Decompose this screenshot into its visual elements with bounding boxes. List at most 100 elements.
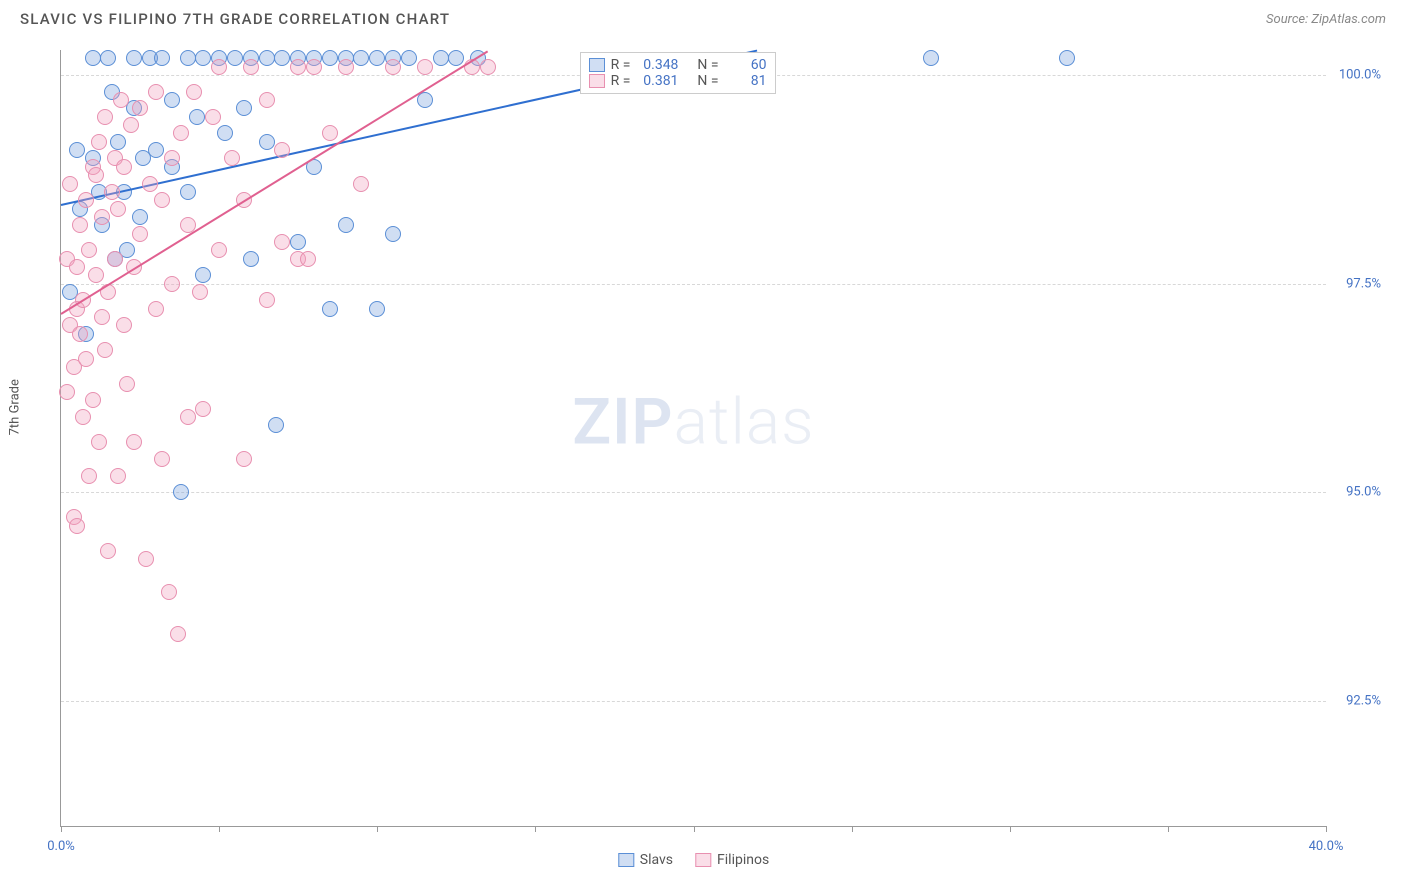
gridline-h: [61, 701, 1326, 702]
trend-line: [60, 50, 488, 315]
data-point: [211, 59, 227, 75]
chart-container: 7th Grade ZIPatlas 92.5%95.0%97.5%100.0%…: [20, 40, 1386, 872]
data-point: [211, 242, 227, 258]
y-tick-label: 97.5%: [1346, 276, 1381, 291]
data-point: [353, 176, 369, 192]
data-point: [123, 117, 139, 133]
data-point: [236, 451, 252, 467]
legend-label: Slavs: [640, 852, 673, 868]
data-point: [69, 259, 85, 275]
data-point: [259, 134, 275, 150]
data-point: [138, 551, 154, 567]
data-point: [107, 251, 123, 267]
data-point: [243, 59, 259, 75]
data-point: [59, 384, 75, 400]
data-point: [81, 242, 97, 258]
data-point: [369, 50, 385, 66]
data-point: [81, 468, 97, 484]
data-point: [62, 176, 78, 192]
data-point: [154, 451, 170, 467]
stat-r-label: R =: [611, 73, 631, 89]
source-credit: Source: ZipAtlas.com: [1266, 12, 1386, 27]
data-point: [195, 267, 211, 283]
data-point: [164, 92, 180, 108]
data-point: [1059, 50, 1075, 66]
data-point: [116, 317, 132, 333]
gridline-h: [61, 492, 1326, 493]
data-point: [88, 267, 104, 283]
data-point: [148, 84, 164, 100]
data-point: [322, 50, 338, 66]
data-point: [300, 251, 316, 267]
data-point: [290, 234, 306, 250]
y-tick-label: 100.0%: [1339, 68, 1381, 83]
legend-swatch: [695, 853, 711, 867]
data-point: [173, 484, 189, 500]
data-point: [148, 142, 164, 158]
data-point: [306, 59, 322, 75]
data-point: [110, 134, 126, 150]
data-point: [116, 159, 132, 175]
data-point: [85, 50, 101, 66]
x-tick-label: 0.0%: [47, 839, 75, 854]
data-point: [274, 234, 290, 250]
stats-legend: R = 0.348 N = 60R =0.381 N =81: [580, 52, 776, 94]
data-point: [78, 192, 94, 208]
data-point: [385, 59, 401, 75]
x-tick: [852, 826, 853, 832]
data-point: [75, 409, 91, 425]
data-point: [259, 292, 275, 308]
data-point: [433, 50, 449, 66]
x-tick: [1168, 826, 1169, 832]
x-tick: [535, 826, 536, 832]
stat-n-label: N =: [697, 57, 718, 73]
stats-row: R =0.381 N =81: [589, 73, 767, 89]
legend-label: Filipinos: [717, 852, 769, 868]
data-point: [97, 109, 113, 125]
legend-swatch: [618, 853, 634, 867]
stat-r-label: R =: [611, 57, 631, 73]
data-point: [132, 100, 148, 116]
data-point: [148, 301, 164, 317]
y-axis-label: 7th Grade: [8, 379, 23, 435]
data-point: [100, 543, 116, 559]
data-point: [164, 276, 180, 292]
legend-item: Slavs: [618, 852, 673, 868]
stats-row: R = 0.348 N = 60: [589, 57, 767, 73]
data-point: [217, 125, 233, 141]
stat-n-value: 60: [725, 57, 767, 73]
data-point: [119, 376, 135, 392]
data-point: [161, 584, 177, 600]
data-point: [274, 142, 290, 158]
data-point: [85, 392, 101, 408]
legend-swatch: [589, 58, 605, 72]
data-point: [104, 184, 120, 200]
data-point: [274, 50, 290, 66]
data-point: [243, 251, 259, 267]
data-point: [353, 50, 369, 66]
data-point: [91, 434, 107, 450]
data-point: [110, 201, 126, 217]
data-point: [385, 226, 401, 242]
data-point: [259, 50, 275, 66]
stat-r-value: 0.348: [636, 57, 678, 73]
data-point: [401, 50, 417, 66]
gridline-h: [61, 284, 1326, 285]
legend-swatch: [589, 74, 605, 88]
data-point: [224, 150, 240, 166]
data-point: [69, 518, 85, 534]
x-tick: [377, 826, 378, 832]
data-point: [268, 417, 284, 433]
data-point: [142, 176, 158, 192]
data-point: [236, 100, 252, 116]
data-point: [189, 109, 205, 125]
data-point: [126, 434, 142, 450]
data-point: [72, 217, 88, 233]
data-point: [322, 125, 338, 141]
data-point: [94, 209, 110, 225]
data-point: [259, 92, 275, 108]
data-point: [97, 342, 113, 358]
series-legend: Slavs Filipinos: [618, 852, 769, 868]
data-point: [180, 50, 196, 66]
data-point: [192, 284, 208, 300]
